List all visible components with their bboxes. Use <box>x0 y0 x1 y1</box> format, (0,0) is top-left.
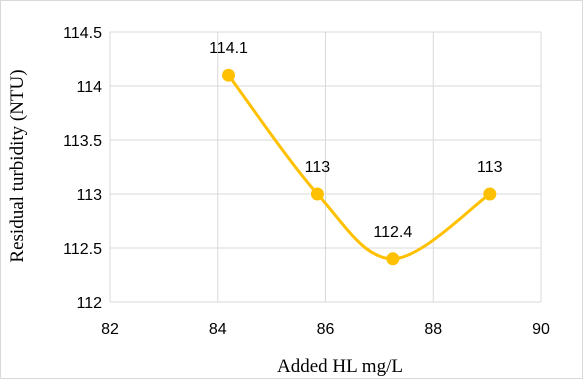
x-tick-label: 82 <box>101 321 119 338</box>
y-axis-title: Residual turbidity (NTU) <box>7 69 28 262</box>
data-label: 113 <box>305 159 331 176</box>
data-label: 113 <box>477 159 503 176</box>
data-point <box>386 252 400 266</box>
data-point <box>310 187 324 201</box>
x-tick-label: 88 <box>424 321 442 338</box>
data-point <box>483 187 497 201</box>
data-point <box>222 68 236 82</box>
y-tick-label: 113 <box>76 187 102 204</box>
y-tick-label: 112.5 <box>63 241 102 258</box>
y-tick-label: 114.5 <box>63 25 102 42</box>
data-label: 114.1 <box>209 40 248 57</box>
series-line <box>227 73 492 261</box>
grid-layer <box>109 31 542 303</box>
x-tick-label: 90 <box>532 321 550 338</box>
series-layer <box>222 68 497 266</box>
x-tick-label: 86 <box>317 321 335 338</box>
y-tick-label: 112 <box>76 295 102 312</box>
x-axis-title: Added HL mg/L <box>277 356 403 377</box>
data-label: 112.4 <box>373 224 412 241</box>
label-layer: 114.1 113 112.4 113 <box>209 40 503 241</box>
x-tick-label: 84 <box>209 321 227 338</box>
y-tick-label: 114 <box>76 79 102 96</box>
tick-layer: 112 112.5 113 113.5 114 114.5 82 84 86 88 90 <box>63 25 550 338</box>
y-tick-label: 113.5 <box>63 133 102 150</box>
